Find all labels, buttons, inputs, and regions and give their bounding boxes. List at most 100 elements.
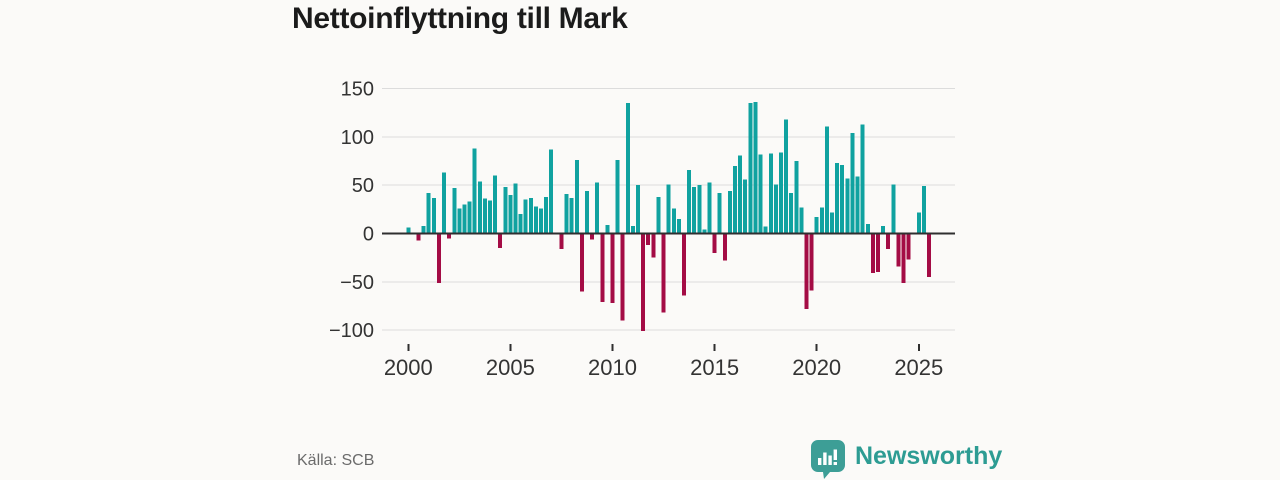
x-axis-label: 2005: [486, 355, 535, 380]
bar-positive: [431, 197, 436, 234]
bar-positive: [865, 223, 870, 234]
bar-positive: [477, 181, 482, 234]
bar-positive: [768, 153, 773, 234]
bar-positive: [692, 187, 697, 234]
bar-positive: [794, 161, 799, 234]
bar-negative: [646, 233, 651, 246]
bar-positive: [457, 208, 462, 234]
bar-positive: [630, 225, 635, 234]
bar-positive: [574, 160, 579, 234]
bar-positive: [799, 207, 804, 234]
bar-positive: [727, 191, 732, 234]
x-axis-label: 2000: [384, 355, 433, 380]
bar-positive: [487, 200, 492, 234]
bar-positive: [569, 197, 574, 234]
bar-positive: [789, 192, 794, 234]
x-axis-label: 2015: [690, 355, 739, 380]
y-axis-label: 150: [341, 79, 374, 101]
bar-positive: [697, 185, 702, 234]
bar-positive: [503, 187, 508, 234]
bar-positive: [881, 225, 886, 234]
bar-negative: [447, 233, 452, 239]
bar-positive: [533, 206, 538, 234]
bar-negative: [651, 233, 656, 258]
bar-negative: [590, 233, 595, 240]
bar-positive: [921, 186, 926, 234]
bar-positive: [845, 178, 850, 234]
chart-title: Nettoinflyttning till Mark: [292, 2, 628, 35]
bar-positive: [784, 119, 789, 234]
bar-positive: [513, 183, 518, 234]
bar-negative: [906, 233, 911, 260]
bar-negative: [722, 233, 727, 261]
bar-positive: [549, 149, 554, 234]
source-label: Källa: SCB: [297, 452, 375, 469]
bar-negative: [901, 233, 906, 283]
bar-negative: [559, 233, 564, 249]
bar-positive: [738, 155, 743, 234]
bar-positive: [773, 184, 778, 234]
x-axis-label: 2025: [894, 355, 943, 380]
logo-mini-bars: [818, 449, 837, 465]
newsworthy-logo-text: Newsworthy: [855, 441, 1003, 470]
newsworthy-logo-icon: [811, 440, 845, 479]
bar-positive: [421, 225, 426, 234]
bar-positive: [482, 198, 487, 234]
bar-negative: [498, 233, 503, 248]
bar-positive: [743, 179, 748, 234]
bar-positive: [824, 126, 829, 234]
bar-positive: [717, 192, 722, 234]
bar-positive: [671, 208, 676, 234]
bar-positive: [636, 185, 641, 234]
bar-positive: [707, 182, 712, 234]
bar-positive: [462, 204, 467, 234]
bar-negative: [600, 233, 605, 303]
bar-positive: [564, 193, 569, 234]
bar-positive: [835, 163, 840, 234]
y-axis-label: −100: [329, 320, 374, 342]
bar-positive: [778, 152, 783, 234]
bar-positive: [916, 212, 921, 234]
bar-negative: [579, 233, 584, 292]
bar-positive: [544, 196, 549, 234]
bar-negative: [610, 233, 615, 304]
bar-positive: [819, 207, 824, 234]
bar-positive: [615, 160, 620, 234]
bar-positive: [528, 197, 533, 234]
bar-negative: [804, 233, 809, 309]
bar-positive: [625, 103, 630, 234]
x-axis-label: 2010: [588, 355, 637, 380]
bar-positive: [472, 148, 477, 234]
bar-negative: [809, 233, 814, 291]
bar-positive: [702, 229, 707, 234]
bar-positive: [753, 102, 758, 234]
bar-positive: [406, 227, 411, 234]
bar-negative: [661, 233, 666, 313]
bar-negative: [416, 233, 421, 241]
bar-positive: [891, 184, 896, 234]
bar-positive: [523, 199, 528, 234]
bar-positive: [518, 214, 523, 234]
bar-negative: [681, 233, 686, 296]
y-axis-label: 0: [363, 224, 374, 246]
bar-negative: [886, 233, 891, 249]
bar-positive: [452, 188, 457, 234]
bar-positive: [850, 133, 855, 234]
y-axis-label: −50: [340, 272, 374, 294]
bar-positive: [467, 201, 472, 234]
bar-positive: [676, 219, 681, 234]
bar-positive: [748, 103, 753, 234]
bar-positive: [814, 217, 819, 234]
bar-negative: [712, 233, 717, 253]
bar-positive: [840, 164, 845, 234]
bar-negative: [641, 233, 646, 332]
bar-positive: [855, 176, 860, 234]
bar-positive: [860, 124, 865, 234]
bar-positive: [539, 208, 544, 234]
bar-positive: [687, 169, 692, 234]
bar-positive: [758, 154, 763, 234]
bar-positive: [426, 192, 431, 234]
y-axis-label: 50: [352, 175, 374, 197]
bar-negative: [875, 233, 880, 273]
